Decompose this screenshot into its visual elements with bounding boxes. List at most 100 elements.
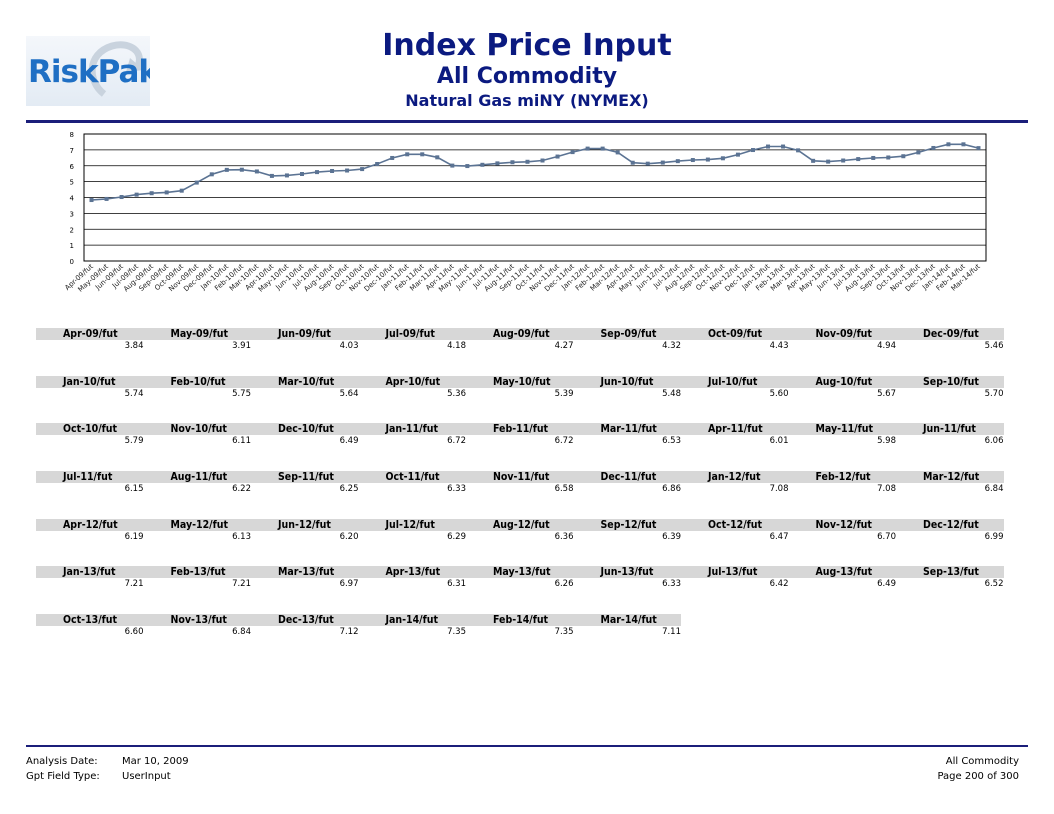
data-point <box>871 155 876 160</box>
price-value: 4.27 <box>554 341 574 351</box>
contract-label: Dec-10/fut <box>251 423 359 436</box>
price-cell: Jun-12/fut 6.20 <box>251 518 359 567</box>
y-tick-label: 7 <box>70 147 74 155</box>
price-value: 6.15 <box>124 484 144 495</box>
contract-label: Mar-11/fut <box>573 423 681 436</box>
footer-divider <box>26 745 1028 747</box>
contract-label: Oct-10/fut <box>36 423 144 436</box>
data-point <box>690 158 695 163</box>
price-cell: Sep-09/fut 4.32 <box>573 328 681 376</box>
contract-label: Oct-11/fut <box>358 471 466 484</box>
price-value: 6.52 <box>984 579 1004 590</box>
contract-label: Jun-11/fut <box>896 423 1004 436</box>
data-point <box>645 161 650 166</box>
price-cell: May-11/fut 5.98 <box>788 423 896 471</box>
contract-label: Apr-10/fut <box>358 375 466 388</box>
contract-label: May-13/fut <box>466 566 574 579</box>
price-cell: Oct-11/fut 6.33 <box>358 471 466 519</box>
contract-label: May-10/fut <box>466 375 574 388</box>
data-point <box>405 152 410 157</box>
y-tick-label: 4 <box>70 195 75 203</box>
price-cell: Oct-13/fut 6.60 <box>36 614 144 662</box>
report-subtitle: All Commodity <box>436 64 618 89</box>
price-cell: May-09/fut 3.91 <box>143 328 251 376</box>
price-value: 5.36 <box>447 388 466 399</box>
contract-label: May-12/fut <box>143 518 251 531</box>
data-point <box>976 146 981 151</box>
price-cell: Sep-12/fut 6.39 <box>573 518 681 567</box>
data-point <box>119 195 124 200</box>
contract-label: Jun-12/fut <box>251 518 359 531</box>
price-value: 5.98 <box>877 436 896 447</box>
price-cell: Jun-10/fut 5.48 <box>573 375 681 424</box>
data-point <box>435 155 440 160</box>
riskpak-logo: RiskPak <box>26 36 150 106</box>
data-point <box>826 159 831 164</box>
contract-label: Jul-10/fut <box>681 375 789 388</box>
data-point <box>299 172 304 177</box>
price-cell: Jul-12/fut 6.29 <box>358 518 466 567</box>
price-cell: Jan-12/fut 7.08 <box>681 471 789 519</box>
price-cell: Jun-13/fut 6.33 <box>573 566 681 614</box>
contract-label: Mar-13/fut <box>251 566 359 579</box>
price-cell: May-12/fut 6.13 <box>143 518 251 567</box>
data-point <box>796 148 801 153</box>
data-point <box>946 142 951 147</box>
data-point <box>961 142 966 147</box>
table-row: Jan-13/fut 7.21 Feb-13/fut 7.21 Mar-13/fut 6.… <box>36 566 1036 614</box>
contract-label: Feb-13/fut <box>143 566 251 579</box>
data-point <box>179 188 184 193</box>
data-point <box>209 172 214 177</box>
contract-label: Jan-14/fut <box>358 614 466 627</box>
contract-label: Aug-11/fut <box>143 471 251 484</box>
price-value: 6.47 <box>769 531 789 542</box>
y-tick-label: 5 <box>70 179 74 187</box>
contract-label: Oct-09/fut <box>681 328 789 340</box>
price-value: 6.33 <box>447 484 466 495</box>
contract-label: Aug-09/fut <box>466 328 574 340</box>
data-point <box>495 161 500 166</box>
report-header: Index Price Input All Commodity Natural … <box>0 28 1054 112</box>
contract-label: Jul-12/fut <box>358 518 466 531</box>
contract-label: Nov-10/fut <box>143 423 251 436</box>
price-cell: Jan-14/fut 7.35 <box>358 614 466 662</box>
price-cell: Jan-13/fut 7.21 <box>36 566 144 614</box>
contract-label: Dec-09/fut <box>896 328 1004 340</box>
data-point <box>315 170 320 175</box>
price-value: 6.84 <box>232 627 251 638</box>
price-value: 6.13 <box>232 531 251 542</box>
contract-label: Jun-10/fut <box>573 375 681 388</box>
contract-label: Dec-13/fut <box>251 614 359 627</box>
price-value: 6.60 <box>124 627 144 638</box>
price-cell: Feb-14/fut 7.35 <box>466 614 574 662</box>
data-point <box>600 146 605 151</box>
price-value: 6.36 <box>554 531 574 542</box>
price-value: 6.72 <box>554 436 574 447</box>
data-point <box>660 160 665 165</box>
table-row: Oct-10/fut 5.79 Nov-10/fut 6.11 Dec-10/fut 6.… <box>36 423 1036 471</box>
contract-label: Feb-10/fut <box>143 375 251 388</box>
price-cell: Nov-10/fut 6.11 <box>143 423 251 471</box>
price-value: 6.11 <box>232 436 251 447</box>
y-tick-label: 1 <box>70 242 74 250</box>
price-cell: Sep-13/fut 6.52 <box>896 566 1004 614</box>
price-cell: Nov-09/fut 4.94 <box>788 328 896 376</box>
price-value: 5.60 <box>769 388 789 399</box>
field-type-label: Gpt Field Type: <box>26 771 100 782</box>
contract-label: Jan-10/fut <box>36 375 144 388</box>
price-cell: Aug-11/fut 6.22 <box>143 471 251 519</box>
price-line-chart: 012345678Apr-09/futMay-09/futJun-09/futJ… <box>63 131 987 294</box>
data-point <box>89 198 94 203</box>
price-cell: Aug-10/fut 5.67 <box>788 375 896 424</box>
price-value: 5.39 <box>554 388 574 399</box>
analysis-date-value: Mar 10, 2009 <box>122 756 189 767</box>
contract-label: Jul-11/fut <box>36 471 144 484</box>
data-point <box>735 152 740 157</box>
data-point <box>330 168 335 173</box>
contract-label: Feb-12/fut <box>788 471 896 484</box>
price-cell: Feb-11/fut 6.72 <box>466 423 574 471</box>
price-value: 6.53 <box>662 436 681 447</box>
data-point <box>555 154 560 159</box>
logo-swirl-icon <box>88 41 144 97</box>
contract-label: Sep-12/fut <box>573 518 681 531</box>
